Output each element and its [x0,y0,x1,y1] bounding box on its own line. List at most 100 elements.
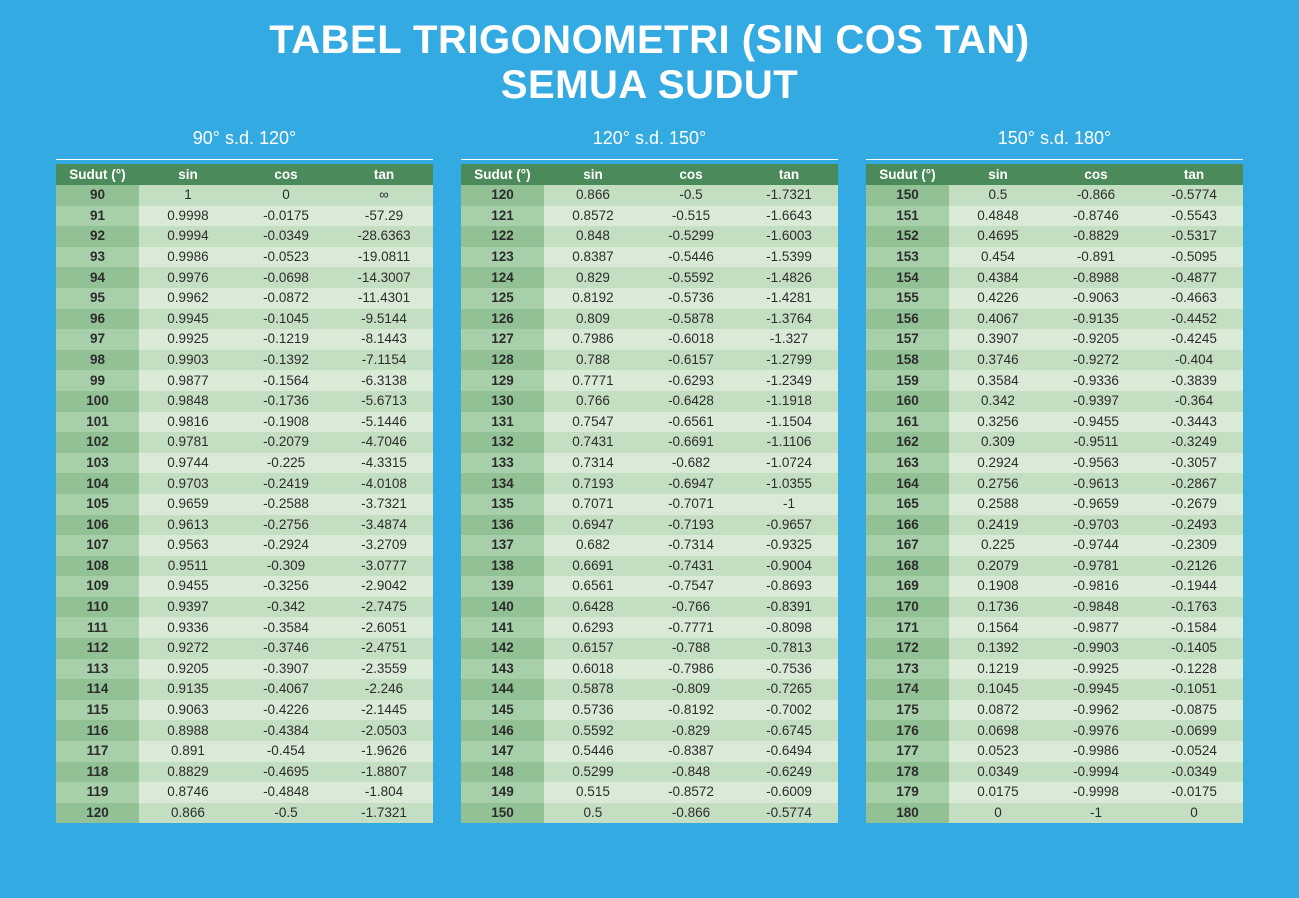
value-cell: -0.8098 [740,617,838,638]
table-row: 1260.809-0.5878-1.3764 [461,309,838,330]
value-cell: -0.6947 [642,473,740,494]
table-row: 1520.4695-0.8829-0.5317 [866,226,1243,247]
angle-cell: 95 [56,288,139,309]
trig-table: Sudut (°)sincostan1200.866-0.5-1.7321121… [461,164,838,823]
table-row: 930.9986-0.0523-19.0811 [56,247,433,268]
column-header: sin [139,164,237,185]
value-cell: -0.3584 [237,617,335,638]
angle-cell: 107 [56,535,139,556]
value-cell: -0.3256 [237,576,335,597]
value-cell: 0.6428 [544,597,642,618]
value-cell: -0.1045 [237,309,335,330]
column-header: Sudut (°) [866,164,949,185]
angle-cell: 116 [56,720,139,741]
value-cell: -0.1219 [237,329,335,350]
value-cell: 0.3907 [949,329,1047,350]
angle-cell: 156 [866,309,949,330]
angle-cell: 103 [56,453,139,474]
angle-cell: 134 [461,473,544,494]
value-cell: 0.9744 [139,453,237,474]
value-cell: -1.0355 [740,473,838,494]
value-cell: 0.9903 [139,350,237,371]
value-cell: 0.4384 [949,267,1047,288]
table-row: 1160.8988-0.4384-2.0503 [56,720,433,741]
value-cell: -0.9004 [740,556,838,577]
value-cell: -3.0777 [335,556,433,577]
value-cell: 0.7314 [544,453,642,474]
value-cell: 0.342 [949,391,1047,412]
value-cell: 0.9994 [139,226,237,247]
angle-cell: 113 [56,659,139,680]
angle-cell: 153 [866,247,949,268]
value-cell: -0.9455 [1047,412,1145,433]
table-row: 1000.9848-0.1736-5.6713 [56,391,433,412]
table-row: 1100.9397-0.342-2.7475 [56,597,433,618]
column-header: Sudut (°) [56,164,139,185]
value-cell: -0.1405 [1145,638,1243,659]
value-cell: -0.6249 [740,762,838,783]
value-cell: 0.7431 [544,432,642,453]
value-cell: -1.327 [740,329,838,350]
value-cell: -1.7321 [335,803,433,824]
angle-cell: 133 [461,453,544,474]
value-cell: -0.7547 [642,576,740,597]
value-cell: 0.2419 [949,515,1047,536]
value-cell: -0.9397 [1047,391,1145,412]
angle-cell: 123 [461,247,544,268]
column-header: cos [237,164,335,185]
value-cell: -1.804 [335,782,433,803]
table-row: 970.9925-0.1219-8.1443 [56,329,433,350]
table-row: 1080.9511-0.309-3.0777 [56,556,433,577]
value-cell: 0.9659 [139,494,237,515]
table-row: 1250.8192-0.5736-1.4281 [461,288,838,309]
value-cell: -0.2679 [1145,494,1243,515]
table-row: 1530.454-0.891-0.5095 [866,247,1243,268]
value-cell: 0.8192 [544,288,642,309]
value-cell: -0.404 [1145,350,1243,371]
value-cell: -0.2493 [1145,515,1243,536]
table-row: 1460.5592-0.829-0.6745 [461,720,838,741]
value-cell: 0.5299 [544,762,642,783]
value-cell: -0.766 [642,597,740,618]
value-cell: -0.9962 [1047,700,1145,721]
value-cell: 0 [1145,803,1243,824]
angle-cell: 101 [56,412,139,433]
value-cell: -0.0175 [237,206,335,227]
value-cell: 0.6947 [544,515,642,536]
value-cell: -19.0811 [335,247,433,268]
value-cell: -0.9994 [1047,762,1145,783]
value-cell: -0.2309 [1145,535,1243,556]
table-row: 1630.2924-0.9563-0.3057 [866,453,1243,474]
angle-cell: 165 [866,494,949,515]
value-cell: -0.1584 [1145,617,1243,638]
table-row: 1240.829-0.5592-1.4826 [461,267,838,288]
table-row: 1330.7314-0.682-1.0724 [461,453,838,474]
value-cell: 0.2588 [949,494,1047,515]
value-cell: 0.788 [544,350,642,371]
value-cell: 0.9848 [139,391,237,412]
value-cell: -0.4384 [237,720,335,741]
table-row: 910.9998-0.0175-57.29 [56,206,433,227]
angle-cell: 100 [56,391,139,412]
angle-cell: 138 [461,556,544,577]
value-cell: 0.8829 [139,762,237,783]
value-cell: 0.0175 [949,782,1047,803]
value-cell: -0.5446 [642,247,740,268]
table-row: 1800-10 [866,803,1243,824]
angle-cell: 164 [866,473,949,494]
angle-cell: 148 [461,762,544,783]
value-cell: -0.8387 [642,741,740,762]
trig-table-block: 120° s.d. 150°Sudut (°)sincostan1200.866… [461,122,838,823]
table-row: 1200.866-0.5-1.7321 [56,803,433,824]
table-row: 1230.8387-0.5446-1.5399 [461,247,838,268]
angle-cell: 143 [461,659,544,680]
value-cell: -4.0108 [335,473,433,494]
table-row: 1410.6293-0.7771-0.8098 [461,617,838,638]
value-cell: -0.6018 [642,329,740,350]
value-cell: -1.2799 [740,350,838,371]
value-cell: -0.515 [642,206,740,227]
value-cell: 0.1219 [949,659,1047,680]
angle-cell: 155 [866,288,949,309]
value-cell: 0.3584 [949,370,1047,391]
angle-cell: 159 [866,370,949,391]
